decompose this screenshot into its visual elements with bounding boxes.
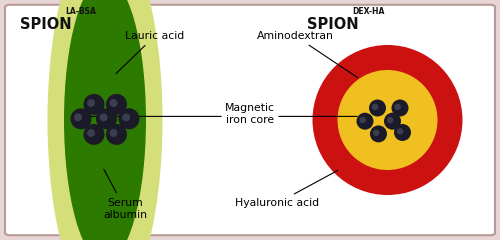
Ellipse shape — [100, 113, 108, 121]
Ellipse shape — [372, 104, 378, 110]
Ellipse shape — [106, 94, 127, 115]
Ellipse shape — [387, 117, 394, 123]
Text: DEX-HA: DEX-HA — [352, 7, 385, 16]
Ellipse shape — [397, 128, 404, 135]
Ellipse shape — [356, 113, 374, 130]
Text: SPION: SPION — [308, 17, 359, 32]
Ellipse shape — [118, 108, 140, 129]
Text: Aminodextran: Aminodextran — [256, 31, 358, 78]
Text: SPION: SPION — [20, 17, 72, 32]
Ellipse shape — [48, 0, 162, 240]
Text: Hyaluronic acid: Hyaluronic acid — [236, 171, 338, 208]
Ellipse shape — [373, 130, 380, 136]
Ellipse shape — [87, 129, 95, 137]
Ellipse shape — [122, 113, 130, 121]
Ellipse shape — [96, 108, 117, 129]
Ellipse shape — [369, 100, 386, 116]
Ellipse shape — [338, 70, 438, 170]
Ellipse shape — [394, 124, 411, 141]
Text: LA-BSA: LA-BSA — [65, 7, 96, 16]
Ellipse shape — [370, 126, 387, 142]
Ellipse shape — [84, 124, 104, 145]
Ellipse shape — [106, 124, 127, 145]
Ellipse shape — [110, 99, 118, 107]
FancyBboxPatch shape — [5, 5, 495, 235]
Ellipse shape — [84, 94, 104, 115]
Text: Magnetic
iron core: Magnetic iron core — [225, 103, 275, 125]
Ellipse shape — [74, 113, 82, 121]
Ellipse shape — [360, 117, 366, 123]
Ellipse shape — [87, 99, 95, 107]
Ellipse shape — [64, 0, 146, 240]
Text: Lauric acid: Lauric acid — [116, 31, 184, 74]
Ellipse shape — [70, 108, 92, 129]
Ellipse shape — [312, 45, 462, 195]
Ellipse shape — [392, 100, 408, 116]
Text: Serum
albumin: Serum albumin — [103, 169, 147, 220]
Ellipse shape — [110, 129, 118, 137]
Ellipse shape — [384, 113, 401, 130]
Ellipse shape — [394, 104, 401, 110]
